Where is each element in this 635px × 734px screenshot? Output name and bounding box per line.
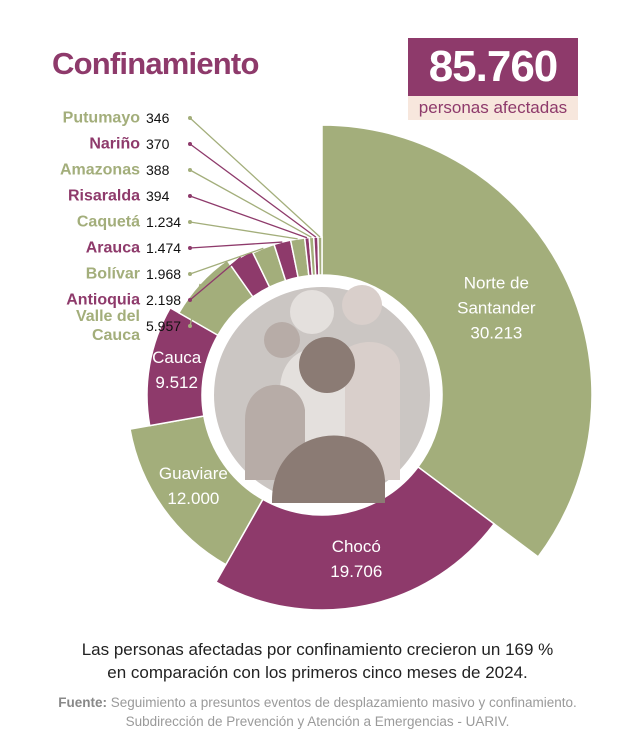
- slice-label: Cauca 9.512: [129, 345, 224, 395]
- value-label: 1.234: [146, 214, 182, 230]
- title: Confinamiento: [52, 46, 259, 81]
- value-label: 394: [146, 188, 170, 204]
- category-label: Antioquia: [66, 291, 140, 309]
- slice: [321, 124, 593, 558]
- category-label: Risaralda: [67, 187, 140, 205]
- leader-line: [189, 241, 283, 249]
- leader-line: [189, 117, 321, 238]
- leader-dot: [188, 246, 192, 250]
- category-label: Nariño: [89, 135, 140, 153]
- figure: [264, 322, 300, 358]
- leader-line: [189, 221, 298, 240]
- source-label: Fuente:: [58, 695, 107, 710]
- slice-label: Chocó 19.706: [309, 534, 404, 584]
- value-label: 370: [146, 136, 170, 152]
- value-label: 2.198: [146, 292, 182, 308]
- category-label: Putumayo: [62, 109, 140, 127]
- leader-dot: [188, 272, 192, 276]
- category-label: Chocó: [331, 536, 381, 556]
- value-label: 346: [146, 110, 170, 126]
- leader-dot: [188, 142, 192, 146]
- category-label: Norte de Santander: [457, 273, 536, 318]
- category-label: Valle del Cauca: [75, 308, 140, 344]
- value-label: 30.213: [470, 323, 523, 343]
- value-label: 12.000: [167, 488, 220, 508]
- category-label: Amazonas: [59, 161, 140, 179]
- slice-label: Guaviare 12.000: [146, 461, 241, 511]
- total: 85.760: [408, 38, 578, 96]
- value-label: 388: [146, 162, 170, 178]
- slice: [129, 415, 264, 566]
- leader-dot: [188, 168, 192, 172]
- category-label: Cauca: [152, 347, 202, 367]
- leader-line: [189, 283, 201, 327]
- leader-dot: [188, 116, 192, 120]
- leader-dot: [188, 194, 192, 198]
- value-label: 9.512: [155, 372, 198, 392]
- value-label: 5.957: [146, 318, 182, 334]
- leader-line: [189, 247, 264, 275]
- leader-dot: [188, 220, 192, 224]
- category-label: Guaviare: [158, 463, 228, 483]
- value-label: 19.706: [330, 561, 383, 581]
- note: Las personas afectadas por confinamiento…: [81, 640, 554, 659]
- leader-line: [189, 169, 312, 238]
- figure: [271, 435, 385, 503]
- note: en comparación con los primeros cinco me…: [107, 663, 528, 682]
- slice: [146, 306, 219, 427]
- leader-line: [189, 256, 242, 301]
- value-label: 1.968: [146, 266, 182, 282]
- source-text: Subdirección de Prevención y Atención a …: [125, 714, 510, 729]
- category-label: Caquetá: [76, 213, 140, 231]
- slice-label: Norte de Santander 30.213: [446, 270, 546, 345]
- leader-line: [189, 195, 308, 239]
- figure: [342, 285, 382, 325]
- leader-line: [189, 143, 317, 238]
- value-label: 1.474: [146, 240, 182, 256]
- leader-dot: [188, 298, 192, 302]
- slice: [214, 465, 496, 611]
- total-caption: personas afectadas: [408, 96, 578, 120]
- leader-dot: [188, 324, 192, 328]
- category-label: Bolívar: [85, 265, 140, 283]
- figure: [299, 337, 355, 393]
- slice: [317, 236, 323, 276]
- figure: [290, 290, 334, 334]
- category-label: Arauca: [85, 239, 140, 257]
- source-text: Seguimiento a presuntos eventos de despl…: [110, 695, 577, 710]
- source: Fuente: Seguimiento a presuntos eventos …: [0, 695, 635, 710]
